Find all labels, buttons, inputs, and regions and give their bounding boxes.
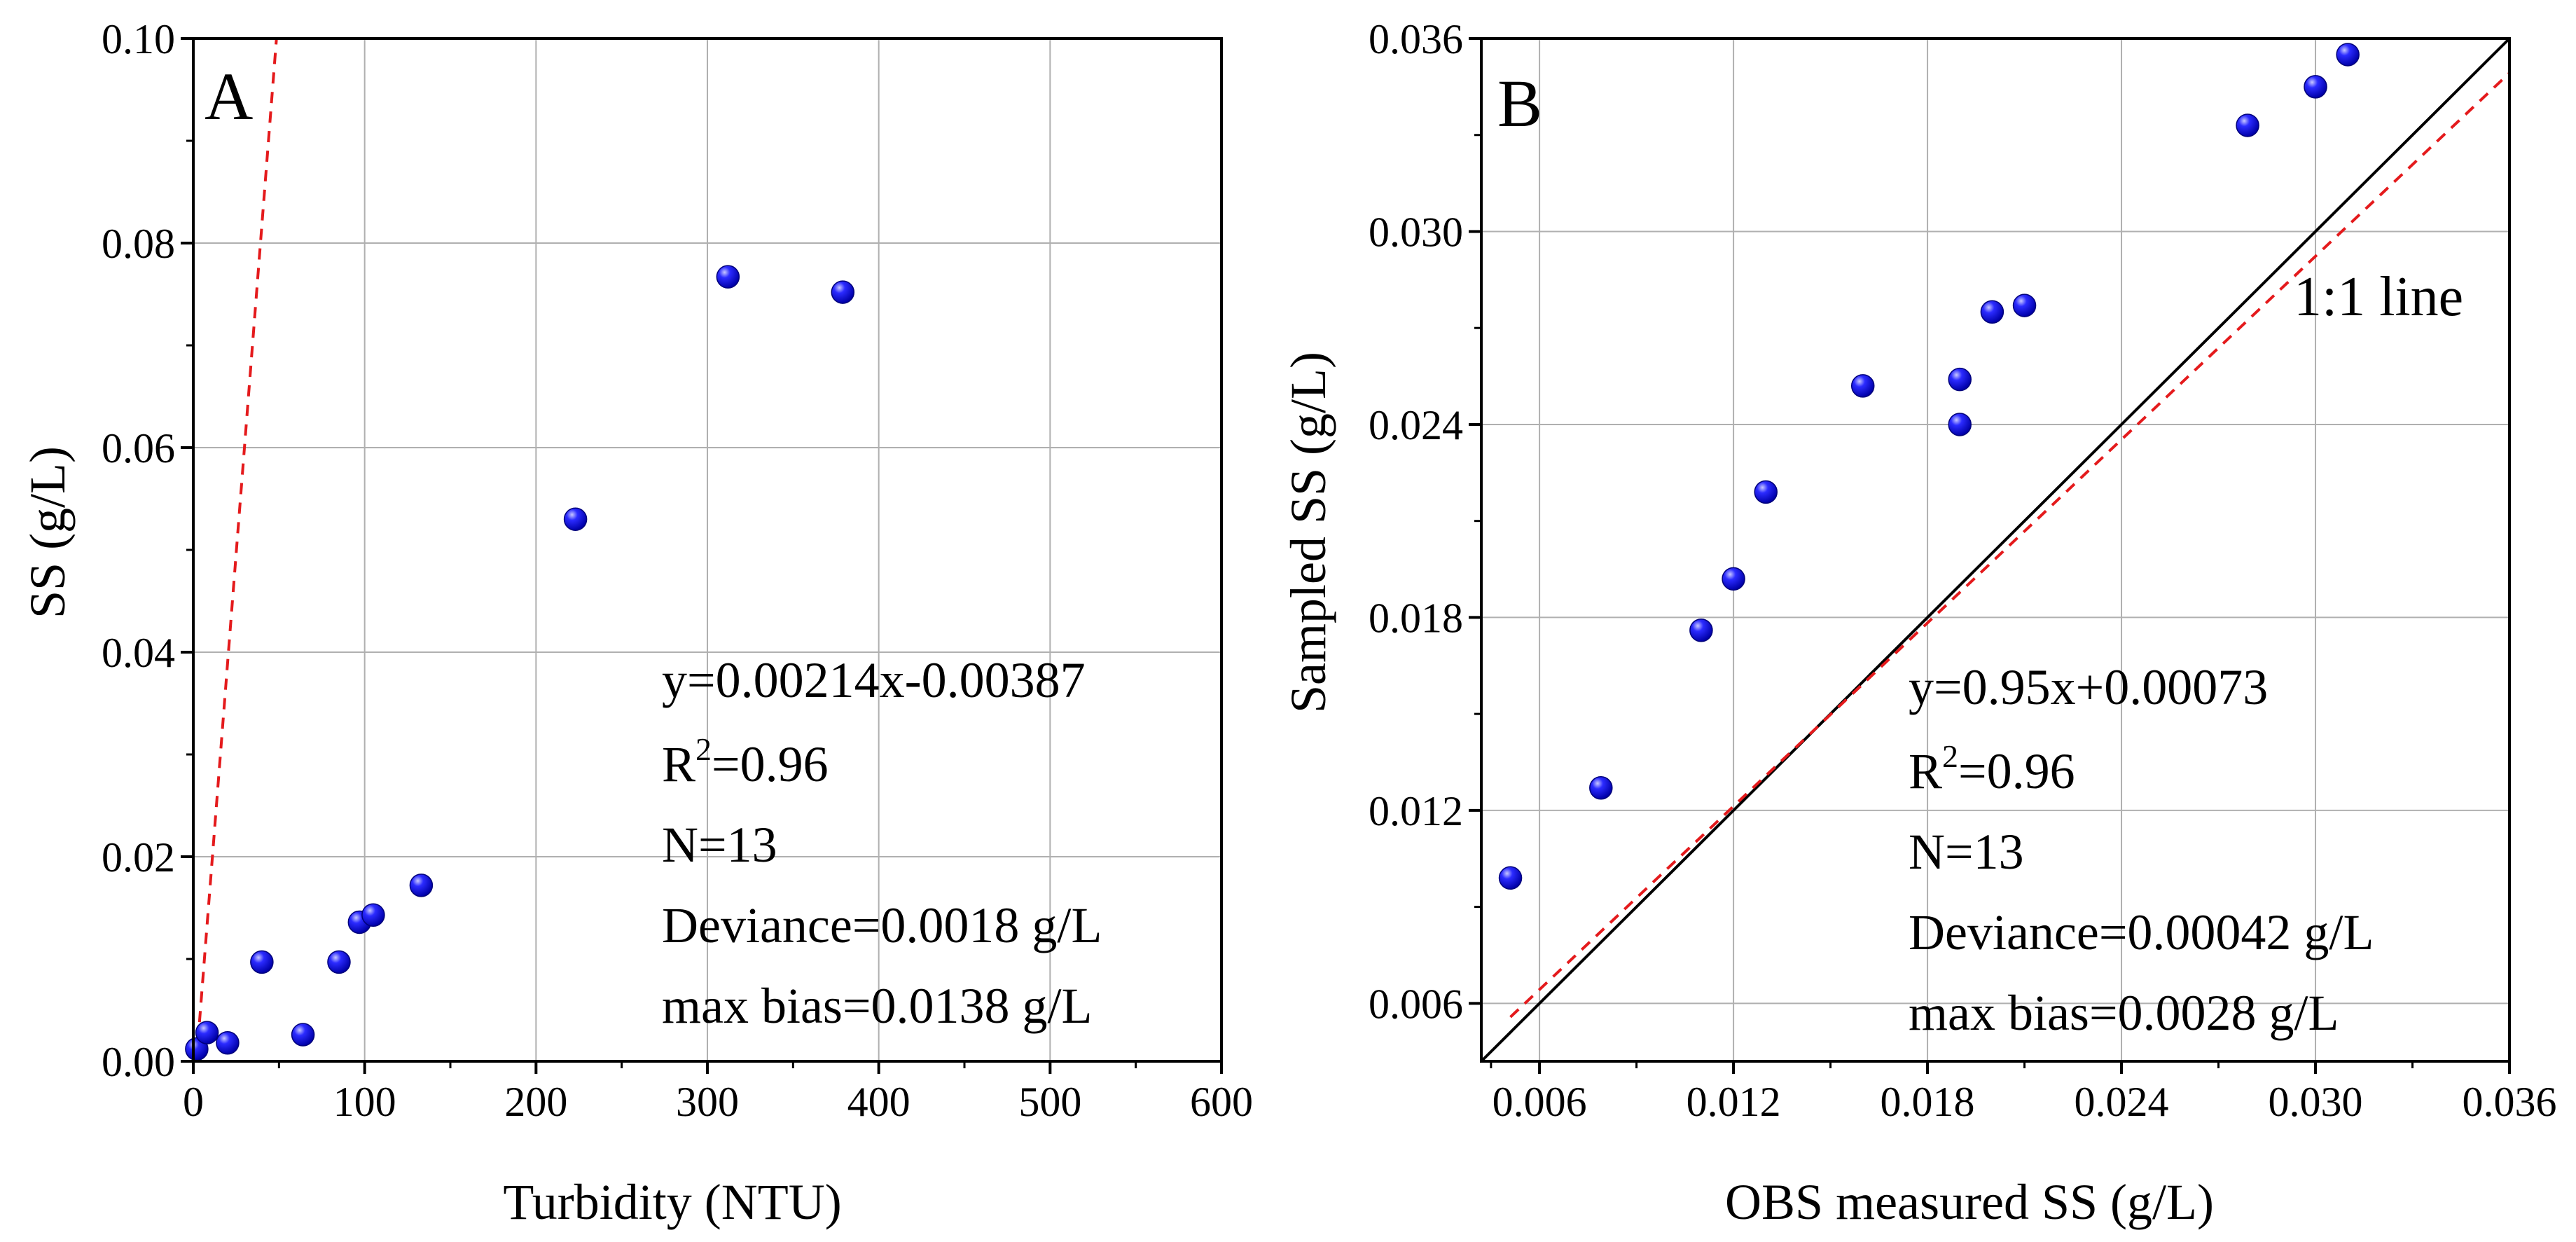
panel-a-r-squared: R2=0.96 bbox=[662, 731, 829, 792]
panel-b-data-point bbox=[1948, 367, 1972, 392]
panel-a-y-tick-label: 0.06 bbox=[102, 425, 175, 471]
panel-a-max-bias: max bias=0.0138 g/L bbox=[662, 978, 1093, 1034]
panel-a-x-tick-label: 200 bbox=[504, 1079, 567, 1125]
panel-b-frame bbox=[1480, 37, 2511, 1063]
panel-a-data-point bbox=[216, 1030, 240, 1055]
panel-a-label: A bbox=[205, 59, 253, 134]
panel-a-data-point bbox=[327, 950, 351, 974]
panel-b-deviance: Deviance=0.00042 g/L bbox=[1909, 904, 2374, 960]
panel-b-data-point bbox=[2336, 43, 2360, 67]
panel-a-data-point bbox=[291, 1023, 315, 1047]
panel-b-x-tick-label: 0.012 bbox=[1687, 1079, 1781, 1125]
panel-b-data-point bbox=[1754, 480, 1778, 504]
panel-a-deviance: Deviance=0.0018 g/L bbox=[662, 897, 1102, 953]
panel-b-y-tick-label: 0.024 bbox=[1369, 402, 1463, 448]
panel-b-data-point bbox=[2012, 294, 2037, 317]
panel-b-x-tick-label: 0.036 bbox=[2463, 1079, 2557, 1125]
panel-b-r-squared: R2=0.96 bbox=[1909, 738, 2075, 799]
panel-b-y-tick-label: 0.012 bbox=[1369, 788, 1463, 834]
panel-a-data-point bbox=[563, 507, 588, 531]
panel-b-x-tick-label: 0.006 bbox=[1493, 1079, 1587, 1125]
panel-a-x-tick-label: 600 bbox=[1190, 1079, 1253, 1125]
panel-a-stats: y=0.00214x-0.00387 R2=0.96 N=13 Deviance… bbox=[662, 652, 1102, 1034]
panel-b-y-axis-title: Sampled SS (g/L) bbox=[1280, 352, 1336, 713]
panel-b-max-bias: max bias=0.0028 g/L bbox=[1909, 985, 2339, 1041]
panel-b-one-to-one-line bbox=[1480, 37, 2511, 1063]
panel-b-y-tick-label: 0.006 bbox=[1369, 981, 1463, 1027]
panel-b-data-point bbox=[1589, 775, 1613, 800]
panel-a-data-point bbox=[831, 280, 855, 304]
panel-b-stats: y=0.95x+0.00073 R2=0.96 N=13 Deviance=0.… bbox=[1909, 659, 2374, 1041]
panel-a-y-tick-label: 0.08 bbox=[102, 221, 175, 267]
panel-a-x-axis-title: Turbidity (NTU) bbox=[503, 1174, 841, 1230]
panel-b-data-point bbox=[1722, 567, 1745, 591]
panel-b-data-point bbox=[1689, 619, 1713, 642]
panel-b-data-point bbox=[1948, 413, 1972, 436]
panel-a-x-tick-label: 0 bbox=[183, 1079, 204, 1125]
panel-a-grid bbox=[193, 39, 1221, 1061]
panel-b-equation: y=0.95x+0.00073 bbox=[1909, 659, 2268, 715]
panel-b-one-to-one-label: 1:1 line bbox=[2294, 266, 2463, 328]
panel-a: 0 100 200 300 400 500 600 0.00 0.02 0.04 0.06 0.08… bbox=[20, 16, 1253, 1230]
panel-a-equation: y=0.00214x-0.00387 bbox=[662, 652, 1086, 708]
panel-b: 0.006 0.012 0.018 0.024 0.030 0.036 0.006 0.01… bbox=[1280, 16, 2557, 1230]
panel-b-y-tick-labels: 0.006 0.012 0.018 0.024 0.030 0.036 bbox=[1369, 16, 1463, 1027]
panel-a-data-point bbox=[409, 874, 434, 897]
panel-a-y-tick-label: 0.00 bbox=[102, 1039, 175, 1085]
panel-a-x-tick-label: 300 bbox=[676, 1079, 739, 1125]
panel-a-data-point bbox=[716, 265, 740, 289]
panel-a-x-tick-label: 400 bbox=[847, 1079, 910, 1125]
panel-b-x-tick-label: 0.018 bbox=[1881, 1079, 1975, 1125]
panel-a-points bbox=[185, 265, 855, 1061]
panel-b-fit-line bbox=[1509, 71, 2511, 1019]
panel-b-x-tick-labels: 0.006 0.012 0.018 0.024 0.030 0.036 bbox=[1493, 1079, 2557, 1125]
panel-a-ticks bbox=[181, 37, 1223, 1074]
panel-a-x-tick-labels: 0 100 200 300 400 500 600 bbox=[183, 1079, 1253, 1125]
panel-b-data-point bbox=[2304, 75, 2327, 99]
panel-a-y-tick-label: 0.02 bbox=[102, 834, 175, 881]
panel-a-y-tick-label: 0.10 bbox=[102, 16, 175, 62]
panel-b-x-tick-label: 0.024 bbox=[2075, 1079, 2169, 1125]
panel-a-y-tick-label: 0.04 bbox=[102, 630, 175, 676]
panel-b-data-point bbox=[1498, 866, 1523, 890]
panel-b-data-point bbox=[1850, 374, 1875, 398]
panel-a-data-point bbox=[361, 903, 385, 927]
panel-b-grid bbox=[1481, 39, 2509, 1061]
panel-a-fit-line bbox=[195, 38, 278, 1062]
panel-b-y-tick-label: 0.030 bbox=[1369, 209, 1463, 255]
panel-b-points bbox=[1498, 43, 2360, 890]
panel-a-x-tick-label: 100 bbox=[333, 1079, 396, 1125]
panel-b-sample-count: N=13 bbox=[1909, 824, 2024, 880]
panel-a-y-axis-title: SS (g/L) bbox=[20, 446, 76, 619]
panel-b-label: B bbox=[1497, 66, 1542, 141]
panel-b-x-tick-label: 0.030 bbox=[2269, 1079, 2363, 1125]
panel-b-y-tick-label: 0.036 bbox=[1369, 16, 1463, 62]
panel-a-y-tick-labels: 0.00 0.02 0.04 0.06 0.08 0.10 bbox=[102, 16, 175, 1085]
panel-a-data-point bbox=[250, 950, 274, 974]
panel-b-ticks bbox=[1469, 37, 2511, 1074]
panel-a-x-tick-label: 500 bbox=[1018, 1079, 1081, 1125]
panel-a-data-point bbox=[195, 1021, 219, 1044]
panel-a-sample-count: N=13 bbox=[662, 817, 777, 873]
panel-b-y-tick-label: 0.018 bbox=[1369, 595, 1463, 641]
panel-b-data-point bbox=[1980, 300, 2004, 324]
panel-b-data-point bbox=[2236, 113, 2259, 137]
panel-b-x-axis-title: OBS measured SS (g/L) bbox=[1725, 1174, 2214, 1230]
